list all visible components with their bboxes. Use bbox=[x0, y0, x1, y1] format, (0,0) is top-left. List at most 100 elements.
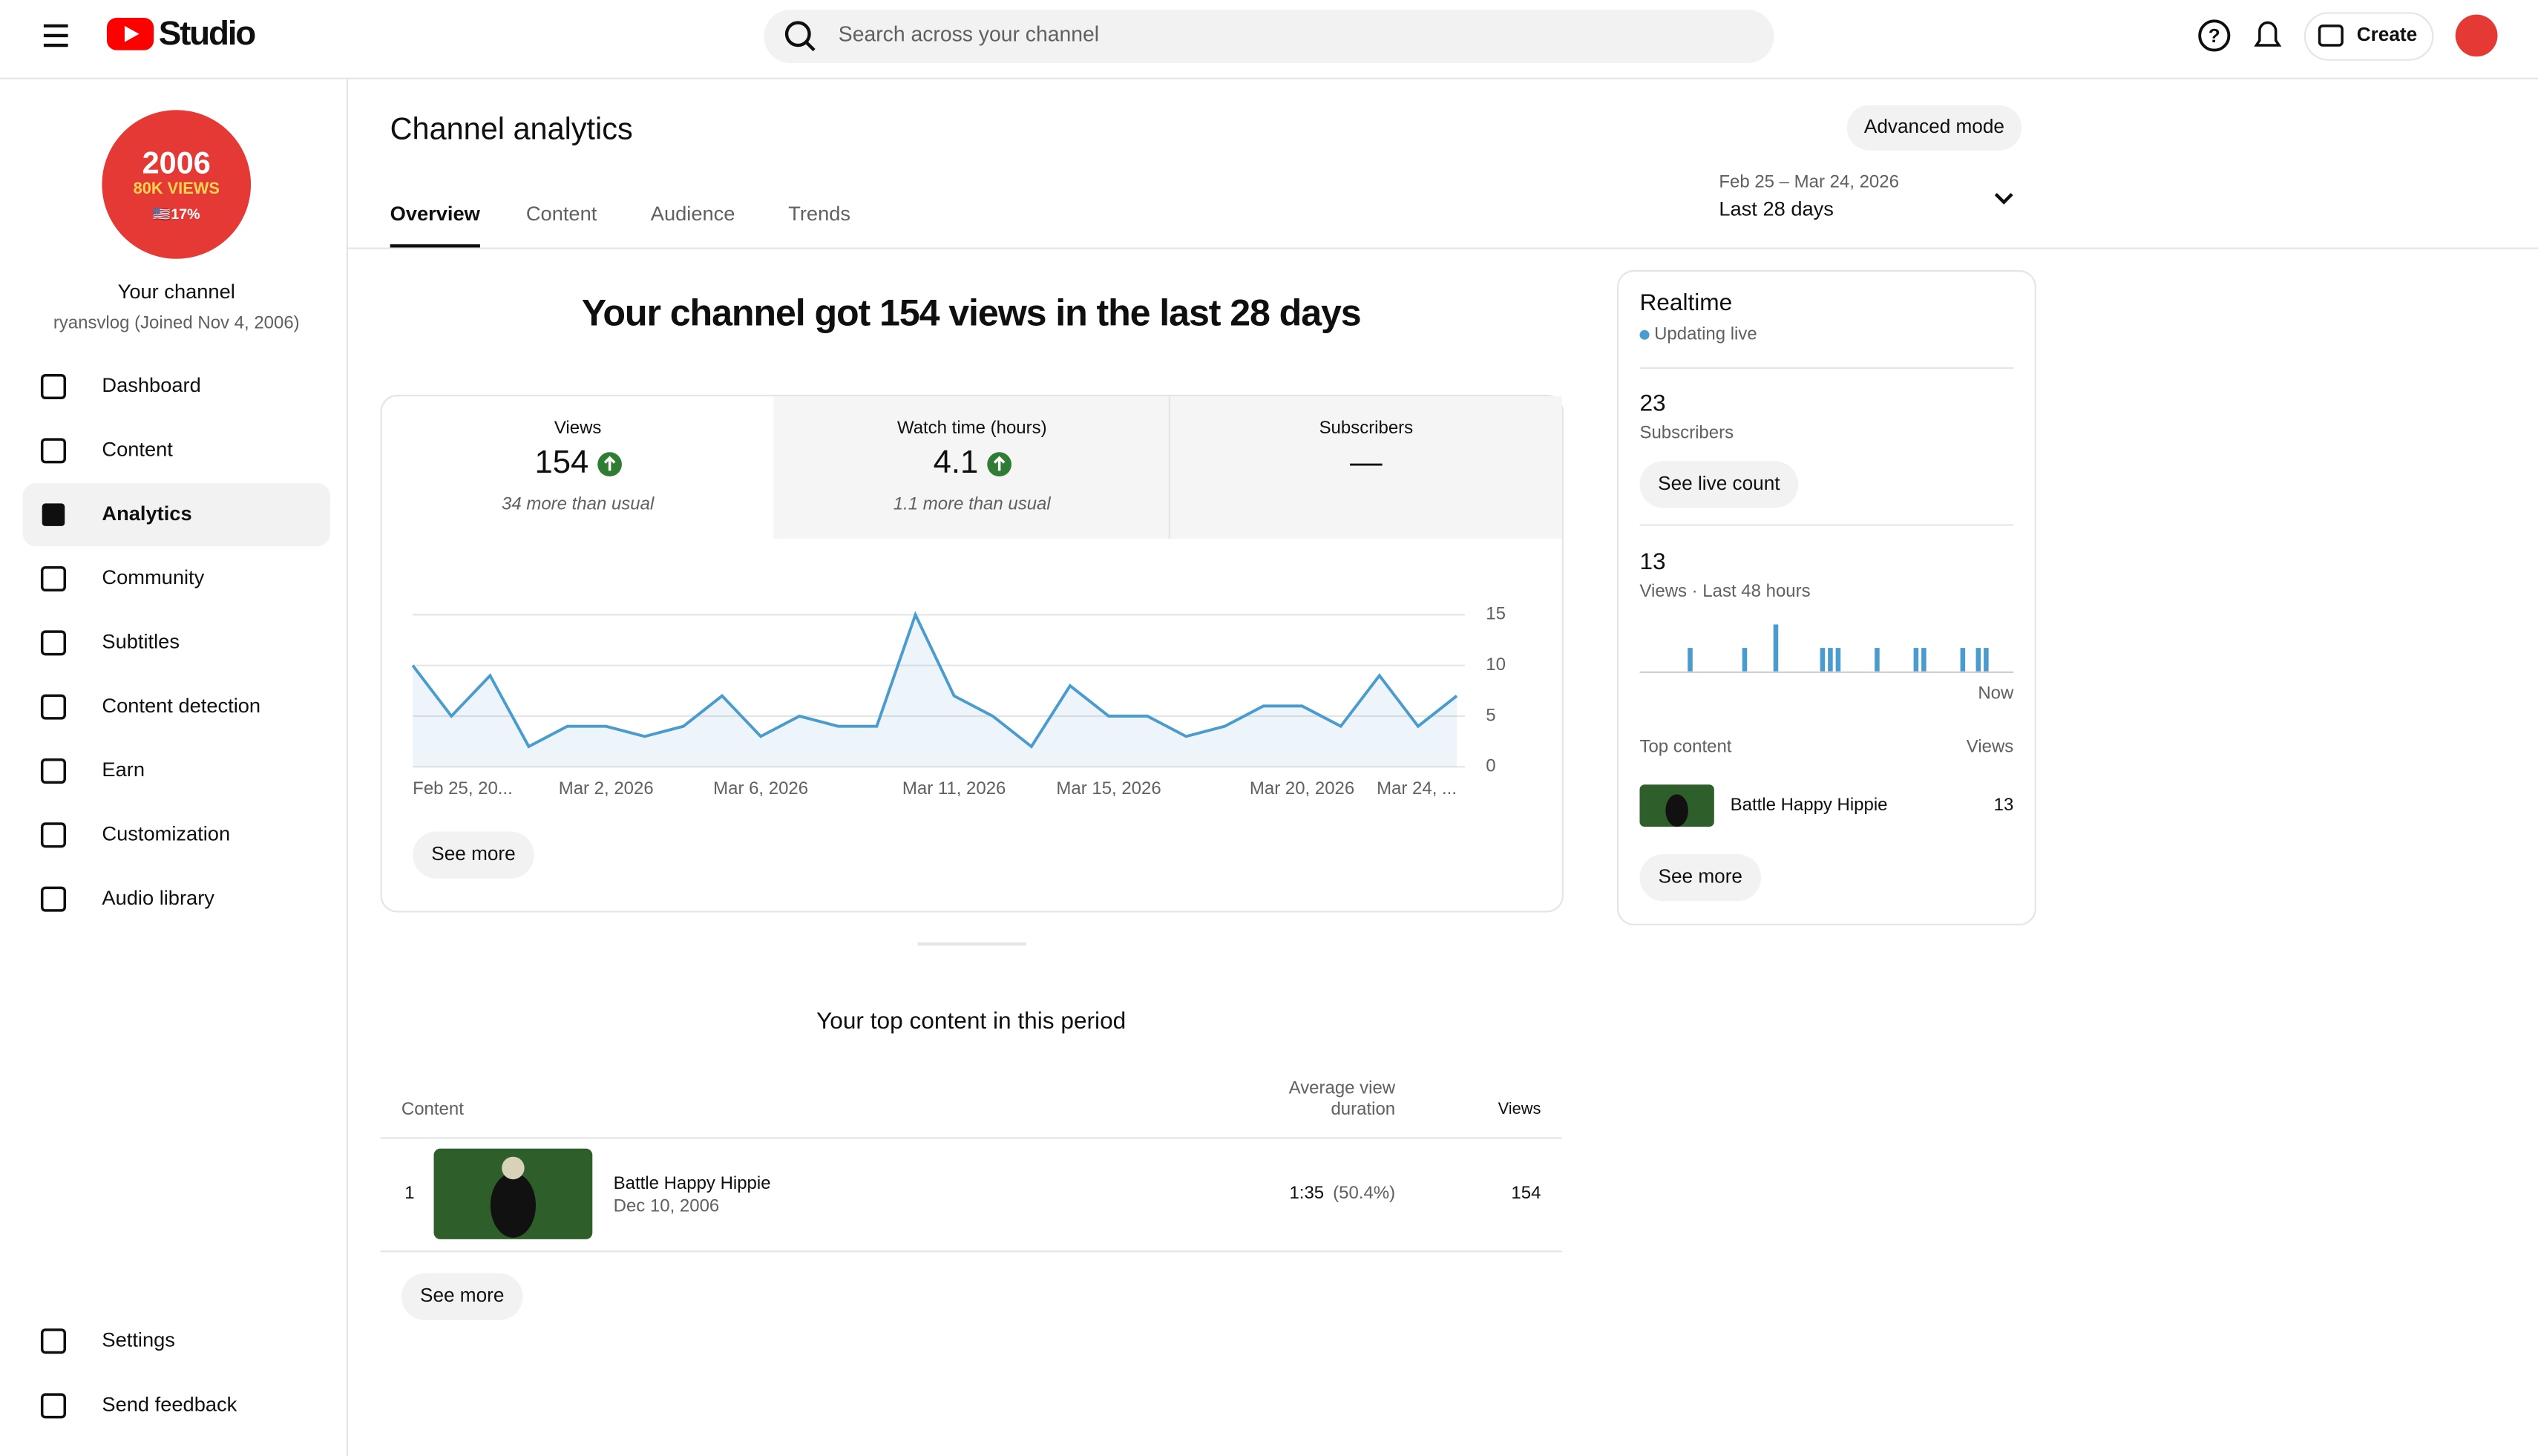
hourly-bar bbox=[1742, 648, 1748, 672]
menu-button[interactable] bbox=[43, 24, 68, 47]
nav-item[interactable]: Customization bbox=[102, 822, 230, 845]
views-chart: 0 5 10 15 Feb 25, 20... Mar 2, 2026 Mar 6, 202… bbox=[411, 604, 1506, 798]
hourly-chart bbox=[1688, 624, 1989, 672]
hourly-bar bbox=[1921, 648, 1927, 672]
live-count-button[interactable] bbox=[1639, 461, 1799, 508]
nav-item[interactable]: Audio library bbox=[102, 886, 214, 909]
thumbnail-figure bbox=[502, 1156, 525, 1180]
notifications-button[interactable] bbox=[2254, 21, 2282, 47]
nav-item[interactable]: Content bbox=[102, 438, 173, 461]
x-tick-label: Mar 2, 2026 bbox=[559, 778, 654, 798]
logo-play bbox=[124, 25, 140, 42]
see-more-label: See more bbox=[420, 1284, 504, 1306]
help-button[interactable] bbox=[2198, 19, 2231, 52]
tabs: Overview Content Audience Trends bbox=[390, 202, 850, 248]
thumbnail-figure bbox=[490, 1173, 536, 1238]
hourly-bar bbox=[1875, 648, 1880, 672]
hourly-bar bbox=[1975, 648, 1981, 672]
search-placeholder: Search across your channel bbox=[839, 22, 1099, 46]
see-more-button[interactable] bbox=[413, 831, 534, 879]
views-line bbox=[411, 611, 1458, 749]
metric-label: Views bbox=[554, 418, 602, 438]
avatar-line: 80K VIEWS bbox=[134, 179, 220, 197]
nav-icon bbox=[40, 438, 66, 464]
tab[interactable]: Audience bbox=[651, 202, 735, 225]
tab[interactable]: Content bbox=[526, 202, 597, 225]
avg-duration: 1:35 bbox=[1289, 1183, 1324, 1203]
realtime-views-label: Views · Last 48 hours bbox=[1639, 581, 1810, 601]
logo-text[interactable]: Studio bbox=[159, 14, 258, 52]
hourly-bar bbox=[1828, 648, 1833, 672]
search-box[interactable] bbox=[764, 10, 1774, 64]
column-header: Average view bbox=[1289, 1078, 1396, 1098]
views-area bbox=[413, 614, 1457, 767]
avatar-line: 2006 bbox=[142, 145, 211, 180]
nav-item[interactable]: Subtitles bbox=[102, 630, 180, 653]
hourly-bar bbox=[1835, 648, 1841, 672]
avatar-line: 🇺🇸17% bbox=[153, 206, 200, 223]
x-tick-label: Mar 6, 2026 bbox=[713, 778, 808, 798]
row-rank: 1 bbox=[404, 1183, 414, 1203]
nav-item[interactable]: Send feedback bbox=[102, 1393, 237, 1416]
period-dropdown[interactable] bbox=[1994, 193, 2013, 205]
see-more-button[interactable] bbox=[401, 1273, 523, 1320]
see-more-button[interactable] bbox=[1639, 854, 1762, 902]
nav-item[interactable]: Content detection bbox=[102, 694, 260, 717]
nav-item[interactable]: Community bbox=[102, 565, 204, 588]
nav-item[interactable]: Settings bbox=[102, 1328, 174, 1351]
nav-icon bbox=[40, 822, 66, 848]
period[interactable]: Last 28 days bbox=[1719, 197, 1834, 220]
see-more-label: See more bbox=[431, 842, 515, 865]
nav-icon bbox=[40, 758, 66, 784]
create-label: Create bbox=[2357, 23, 2417, 45]
metric-note: 34 more than usual bbox=[502, 493, 655, 514]
avg-percent: (50.4%) bbox=[1333, 1183, 1395, 1203]
metric-note: 1.1 more than usual bbox=[893, 493, 1052, 514]
row-views: 154 bbox=[1511, 1183, 1541, 1203]
subscriber-count: 23 bbox=[1639, 389, 1665, 416]
live-count-label: See live count bbox=[1658, 472, 1780, 494]
channel-title: Your channel bbox=[118, 280, 235, 303]
nav-item[interactable]: Analytics bbox=[102, 502, 191, 525]
nav-item[interactable]: Dashboard bbox=[102, 373, 200, 396]
hourly-bar bbox=[1688, 648, 1693, 672]
x-tick-label: Mar 15, 2026 bbox=[1056, 778, 1161, 798]
metrics: Views 154 34 more than usual Watch time (ho… bbox=[502, 418, 1413, 514]
trend-up-arrow bbox=[603, 456, 616, 471]
x-tick-label: Mar 24, ... bbox=[1377, 778, 1457, 798]
video-title[interactable]: Battle Happy Hippie bbox=[1731, 795, 1888, 815]
realtime-title: Realtime bbox=[1639, 289, 1732, 315]
nav-icon bbox=[40, 886, 66, 912]
nav-item[interactable]: Earn bbox=[102, 758, 145, 781]
tab-underline bbox=[390, 244, 480, 248]
channel-handle: ryansvlog (Joined Nov 4, 2006) bbox=[53, 312, 300, 332]
advanced-mode-button[interactable] bbox=[1846, 105, 2022, 151]
nav-icon bbox=[40, 1328, 66, 1354]
hourly-bar bbox=[1960, 648, 1966, 672]
account-avatar[interactable] bbox=[2455, 14, 2498, 57]
video-date: Dec 10, 2006 bbox=[614, 1196, 720, 1216]
x-tick-label: Mar 11, 2026 bbox=[902, 778, 1006, 798]
nav-icon bbox=[42, 503, 65, 526]
hourly-bar bbox=[1913, 648, 1919, 672]
tab[interactable]: Trends bbox=[788, 202, 850, 225]
headline: Your channel got 154 views in the last 2… bbox=[582, 292, 1361, 333]
metric-value: 154 bbox=[534, 445, 588, 480]
metric-label: Subscribers bbox=[1319, 418, 1414, 438]
date-range: Feb 25 – Mar 24, 2026 bbox=[1719, 172, 1899, 192]
nav-icon bbox=[40, 630, 66, 656]
metric-value: 4.1 bbox=[934, 445, 979, 480]
nav-active-bg bbox=[22, 483, 330, 547]
nav-icon bbox=[40, 694, 66, 720]
video-title[interactable]: Battle Happy Hippie bbox=[614, 1173, 771, 1193]
now-label: Now bbox=[1978, 683, 2014, 704]
x-tick-label: Mar 20, 2026 bbox=[1250, 778, 1354, 798]
channel-avatar[interactable] bbox=[102, 110, 252, 259]
y-tick-label: 0 bbox=[1486, 756, 1495, 776]
nav-icon bbox=[40, 565, 66, 592]
tab[interactable]: Overview bbox=[390, 202, 481, 225]
y-tick-label: 5 bbox=[1486, 705, 1495, 725]
create-icon bbox=[2318, 24, 2344, 47]
